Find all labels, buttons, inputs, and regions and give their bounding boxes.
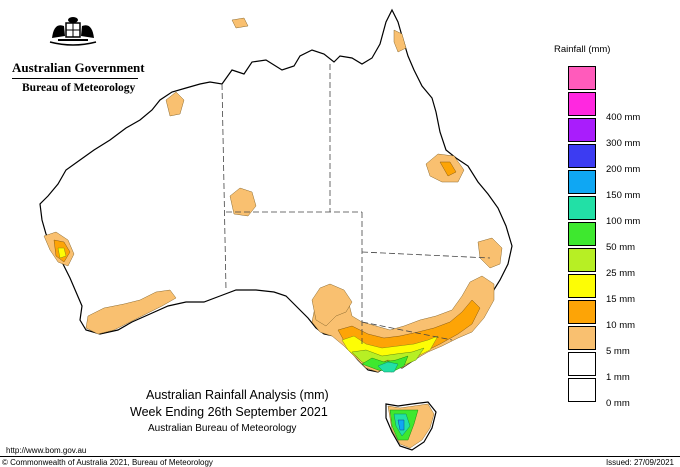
website-url[interactable]: http://www.bom.gov.au	[6, 446, 87, 455]
coat-of-arms-icon	[49, 17, 97, 46]
legend-label: 5 mm	[606, 346, 630, 357]
map-title: Australian Rainfall Analysis (mm)	[146, 388, 329, 402]
rain-1mm-nt-centre	[229, 187, 257, 217]
rain-1mm-nsw-coast	[477, 237, 503, 269]
legend-swatch	[568, 144, 596, 168]
rain-50mm-victoria	[377, 361, 399, 373]
rain-1mm-cape-york	[393, 29, 407, 53]
legend-label: 400 mm	[606, 112, 641, 123]
rain-1mm-top-end	[231, 17, 249, 29]
qld-nsw-border	[361, 251, 491, 259]
legend-title: Rainfall (mm)	[554, 44, 611, 55]
legend-label: 150 mm	[606, 190, 641, 201]
rain-10mm-sw-coast	[57, 247, 67, 259]
rain-1mm-kimberley	[165, 91, 185, 117]
legend-swatch	[568, 170, 596, 194]
australia-mainland	[39, 8, 513, 373]
legend-label: 25 mm	[606, 268, 636, 279]
legend-swatch	[568, 222, 596, 246]
bom-logo: Australian Government Bureau of Meteorol…	[8, 12, 145, 94]
nsw-vic-border	[361, 321, 453, 341]
rain-5mm-qld-coast	[439, 161, 457, 177]
map-period: Week Ending 26th September 2021	[130, 405, 328, 419]
legend-swatch	[568, 352, 596, 376]
legend-label: 300 mm	[606, 138, 641, 149]
legend-swatch	[568, 248, 596, 272]
footer-divider	[0, 456, 680, 457]
legend-swatch	[568, 118, 596, 142]
legend-label: 0 mm	[606, 398, 630, 409]
logo-divider	[12, 78, 138, 79]
legend-label: 10 mm	[606, 320, 636, 331]
bureau-name: Bureau of Meteorology	[22, 82, 136, 94]
government-name: Australian Government	[12, 60, 145, 75]
rain-1mm-south-coast	[85, 289, 177, 335]
issued-date: Issued: 27/09/2021	[605, 458, 674, 467]
legend-swatch	[568, 274, 596, 298]
legend-label: 15 mm	[606, 294, 636, 305]
rain-1mm-sa-gulf	[311, 283, 353, 327]
legend-label: 1 mm	[606, 372, 630, 383]
legend-label: 200 mm	[606, 164, 641, 175]
map-source: Australian Bureau of Meteorology	[148, 423, 297, 434]
legend-swatch	[568, 196, 596, 220]
wa-border	[221, 83, 227, 291]
state-borders	[221, 64, 491, 344]
legend-swatch	[568, 300, 596, 324]
legend-swatch	[568, 378, 596, 402]
legend-swatch	[568, 66, 596, 90]
legend-swatch	[568, 326, 596, 350]
rain-100mm-tasmania	[397, 419, 405, 431]
copyright-text: © Commonwealth of Australia 2021, Bureau…	[2, 458, 213, 467]
rainfall-shading	[43, 17, 503, 449]
legend-label: 100 mm	[606, 216, 641, 227]
legend-swatch	[568, 92, 596, 116]
legend-label: 50 mm	[606, 242, 636, 253]
